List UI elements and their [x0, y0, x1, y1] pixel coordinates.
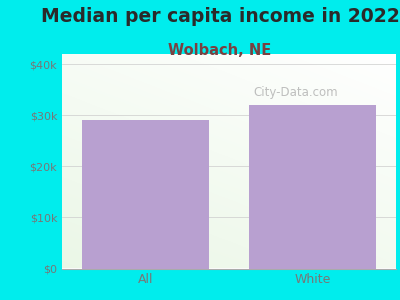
- Bar: [82, 120, 209, 268]
- Text: Wolbach, NE: Wolbach, NE: [168, 43, 272, 58]
- Bar: [249, 105, 376, 268]
- Text: Median per capita income in 2022: Median per capita income in 2022: [41, 8, 399, 26]
- Text: City-Data.com: City-Data.com: [254, 86, 338, 99]
